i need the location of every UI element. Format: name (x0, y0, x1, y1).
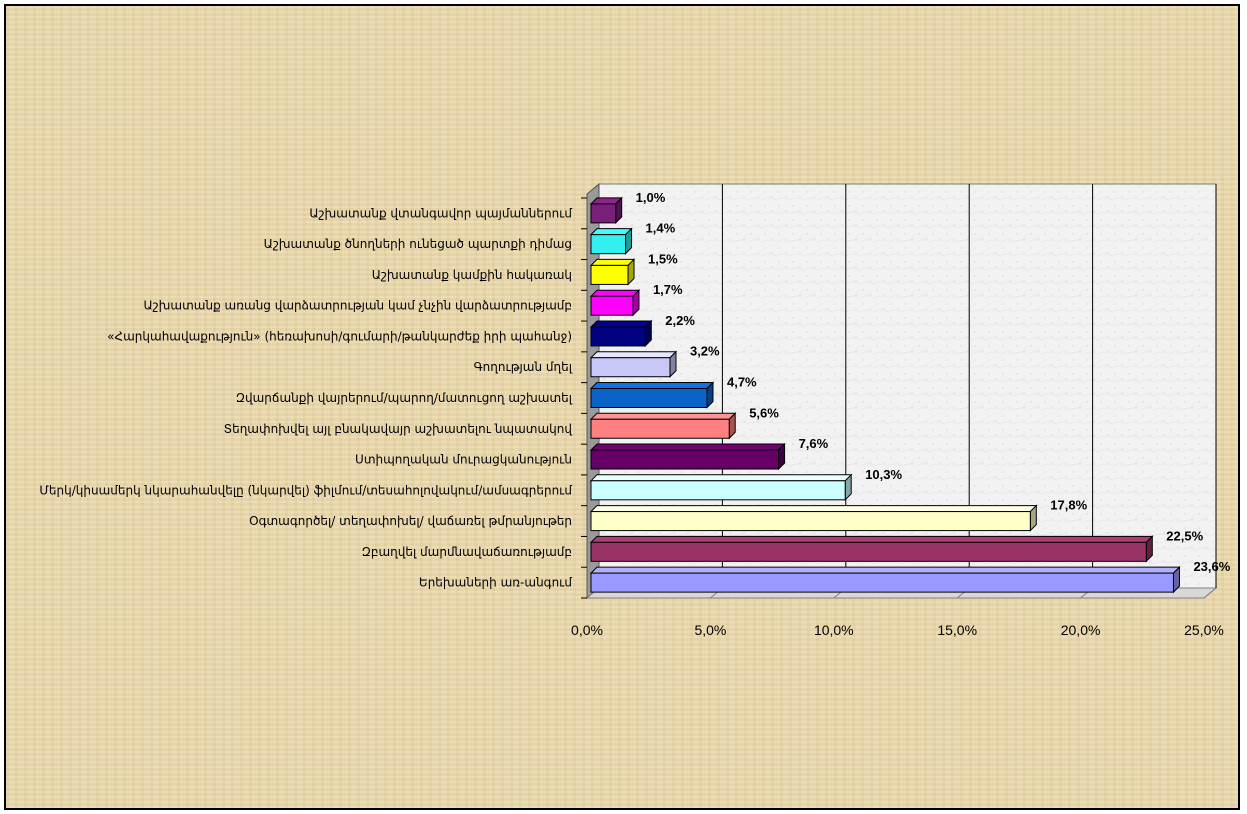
chart-frame: Աշխատանք վտանգավոր պայմաններում Աշխատանք … (4, 4, 1240, 810)
bar-top (591, 290, 639, 296)
bar-top (591, 352, 676, 358)
bar (591, 542, 1146, 561)
bar (591, 358, 670, 377)
bar-top (591, 229, 632, 235)
category-label: Աշխատանք կամքին հակառակ (372, 268, 572, 282)
value-label: 23,6% (1193, 559, 1230, 574)
x-axis: 0,0% 5,0% 10,0% 15,0% 20,0% 25,0% (571, 622, 1224, 638)
bar (591, 419, 729, 438)
bar-top (591, 536, 1152, 542)
x-tick-label: 20,0% (1061, 622, 1101, 638)
category-labels: Աշխատանք վտանգավոր պայմաններում Աշխատանք … (39, 198, 587, 598)
bar (591, 389, 707, 408)
value-label: 17,8% (1050, 498, 1087, 513)
category-label: «Հարկահավաքություն» (հեռախոսի/գումարի/թա… (107, 329, 572, 343)
value-label: 1,5% (648, 251, 678, 266)
bar-top (591, 444, 785, 450)
bar-top (591, 321, 651, 327)
bar-top (591, 259, 634, 265)
x-tick-label: 15,0% (937, 622, 977, 638)
x-tick-label: 25,0% (1184, 622, 1224, 638)
value-label: 1,4% (646, 221, 676, 236)
bar (591, 235, 626, 254)
bar (591, 296, 633, 315)
bar-top (591, 475, 851, 481)
value-label: 4,7% (727, 375, 757, 390)
category-label: Զբաղվել մարմնավաճառությամբ (362, 545, 572, 559)
category-label: Աշխատանք վտանգավոր պայմաններում (309, 206, 572, 220)
bar (591, 481, 845, 500)
value-label: 3,2% (690, 344, 720, 359)
category-label: Գողության մղել (474, 360, 573, 374)
bar (591, 512, 1030, 531)
bar-chart: Աշխատանք վտանգավոր պայմաններում Աշխատանք … (6, 6, 1238, 808)
category-label: Մերկ/կիսամերկ նկարահանվելը (նկարվել) ֆիլ… (39, 483, 572, 497)
bar-top (591, 413, 735, 419)
bar (591, 573, 1173, 592)
bar (591, 204, 616, 223)
value-label: 2,2% (665, 313, 695, 328)
bar (591, 450, 779, 469)
category-label: Օգտագործել/ տեղափոխել/ վաճառել թմրանյութ… (249, 514, 572, 528)
x-tick-label: 5,0% (694, 622, 726, 638)
category-label: Ստիպողական մուրացկանություն (355, 453, 572, 467)
x-tick-label: 0,0% (571, 622, 603, 638)
category-label: Աշխատանք ծնողների ունեցած պարտքի դիմաց (264, 237, 572, 251)
bar-top (591, 567, 1179, 573)
bar (591, 265, 628, 284)
x-tick-label: 10,0% (814, 622, 854, 638)
category-label: Աշխատանք առանց վարձատրության կամ չնչին վ… (143, 299, 572, 313)
value-label: 1,7% (653, 282, 683, 297)
category-label: Երեխաների առ-անգում (419, 576, 572, 590)
bar-top (591, 383, 713, 389)
value-label: 7,6% (799, 436, 829, 451)
value-label: 5,6% (749, 405, 779, 420)
value-label: 1,0% (636, 190, 666, 205)
value-label: 10,3% (865, 467, 902, 482)
bar (591, 327, 645, 346)
category-label: Զվարճանքի վայրերում/պարող/մատուցող աշխատ… (236, 391, 573, 405)
bar-top (591, 506, 1036, 512)
category-label: Տեղափոխվել այլ բնակավայր աշխատելու նպատա… (224, 422, 573, 436)
value-label: 22,5% (1166, 528, 1203, 543)
